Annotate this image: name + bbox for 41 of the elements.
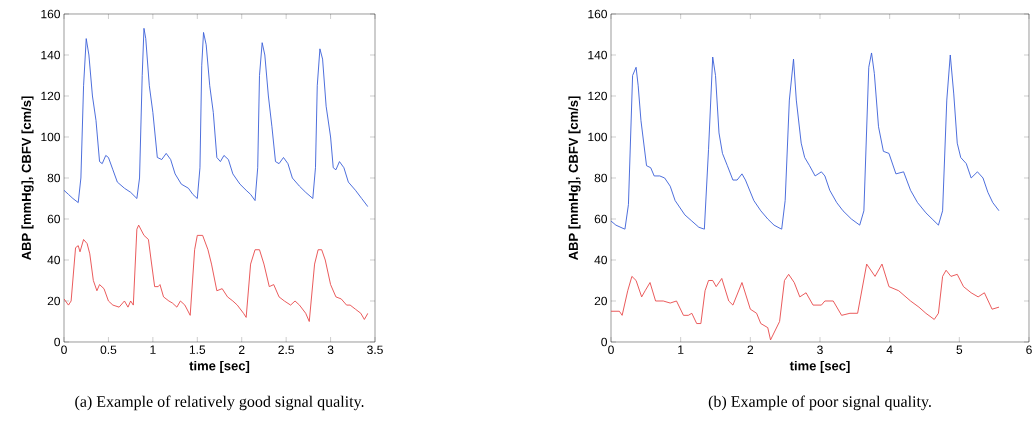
y-axis-title: ABP [mmHg], CBFV [cm/s] [568,96,581,260]
line-series [64,27,369,208]
y-axis-title: ABP [mmHg], CBFV [cm/s] [21,96,34,260]
y-tick-label: 140 [41,50,61,60]
x-axis-title: time [sec] [189,360,250,373]
y-tick-label: 20 [594,296,608,306]
line-series [611,52,1000,230]
y-tick-label: 100 [41,132,61,142]
x-axis-title: time [sec] [789,360,850,373]
x-tick-label: 1 [150,345,156,354]
x-tick-label: 2 [238,345,245,354]
text: (b) Example of poor signal quality. [708,395,931,411]
line-series [64,224,369,322]
y-tick-label: 120 [588,91,608,101]
y-tick-label: 60 [47,214,61,224]
y-tick-label: 160 [41,9,61,19]
x-tick-label: 4 [886,345,893,354]
x-tick-label: 3 [327,345,334,355]
y-tick-label: 100 [588,132,608,142]
y-tick-label: 120 [41,91,61,101]
x-tick-label: 6 [1026,345,1032,355]
x-tick-label: 3 [817,345,823,355]
x-tick-label: 1 [678,345,684,354]
x-tick-label: 2.5 [278,345,294,355]
x-tick-label: 0.5 [100,345,117,355]
y-tick-label: 0 [601,337,608,347]
y-tick-label: 60 [594,214,608,224]
y-tick-label: 40 [594,255,608,265]
y-tick-label: 80 [594,173,608,183]
y-tick-label: 40 [47,255,61,265]
x-tick-label: 1.5 [189,345,206,354]
text: (a) Example of relatively good signal quality. [75,395,364,411]
y-tick-label: 160 [588,9,608,19]
line-series [611,263,1000,341]
y-tick-label: 80 [47,173,61,183]
x-tick-label: 3.5 [367,345,383,355]
y-tick-label: 140 [588,50,608,60]
x-tick-label: 5 [956,345,963,354]
x-tick-label: 2 [747,345,754,354]
y-tick-label: 20 [47,296,61,306]
y-tick-label: 0 [54,337,61,347]
